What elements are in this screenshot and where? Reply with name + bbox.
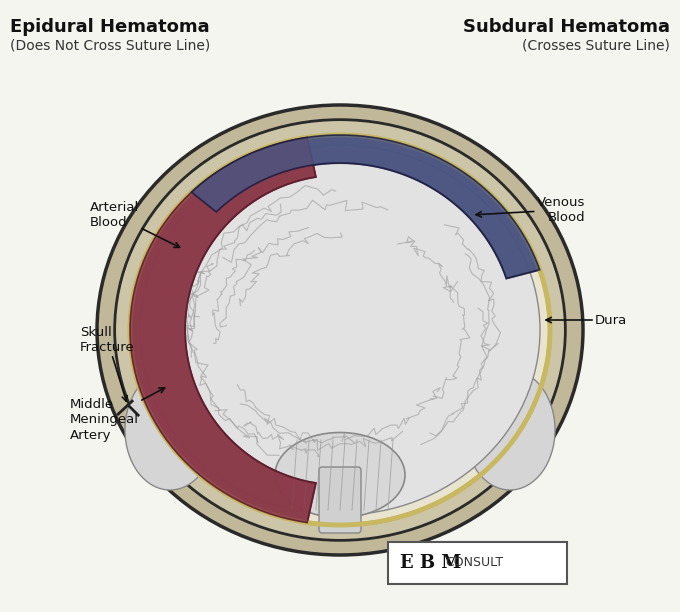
Text: Middle
Meningeal
Artery: Middle Meningeal Artery bbox=[70, 388, 165, 441]
Polygon shape bbox=[130, 138, 316, 523]
Ellipse shape bbox=[140, 145, 540, 515]
Ellipse shape bbox=[125, 370, 215, 490]
Polygon shape bbox=[130, 138, 316, 523]
Text: CONSULT: CONSULT bbox=[445, 556, 503, 570]
Text: (Does Not Cross Suture Line): (Does Not Cross Suture Line) bbox=[10, 38, 210, 52]
Text: Venous
Blood: Venous Blood bbox=[476, 196, 585, 224]
Text: E B M: E B M bbox=[400, 554, 461, 572]
Ellipse shape bbox=[130, 135, 550, 525]
Ellipse shape bbox=[275, 433, 405, 518]
Text: Skull
Fracture: Skull Fracture bbox=[80, 326, 135, 401]
FancyBboxPatch shape bbox=[388, 542, 567, 584]
Polygon shape bbox=[192, 135, 540, 278]
Ellipse shape bbox=[115, 120, 565, 540]
Text: Epidural Hematoma: Epidural Hematoma bbox=[10, 18, 209, 36]
Text: (Crosses Suture Line): (Crosses Suture Line) bbox=[522, 38, 670, 52]
Ellipse shape bbox=[97, 105, 583, 555]
Text: Dura: Dura bbox=[546, 313, 627, 326]
Ellipse shape bbox=[115, 120, 565, 540]
Ellipse shape bbox=[465, 370, 555, 490]
Text: Arterial
Blood: Arterial Blood bbox=[90, 201, 180, 247]
FancyBboxPatch shape bbox=[319, 467, 361, 533]
Text: Subdural Hematoma: Subdural Hematoma bbox=[463, 18, 670, 36]
Polygon shape bbox=[192, 135, 540, 278]
